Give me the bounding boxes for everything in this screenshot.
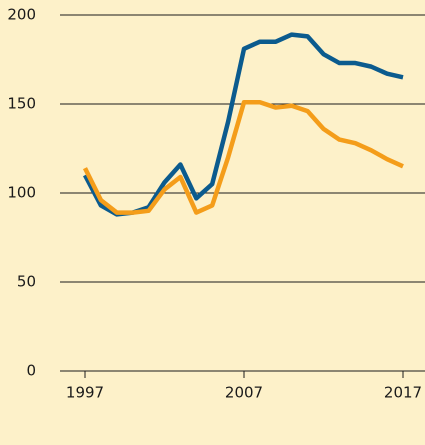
x-tick-label: 2007	[225, 384, 263, 402]
y-tick-label: 100	[7, 184, 36, 202]
data-line	[82, 99, 404, 215]
x-tick-label: 1997	[66, 384, 104, 402]
y-tick-label: 50	[17, 273, 36, 291]
data-line	[83, 32, 404, 217]
y-tick-label: 200	[7, 6, 36, 24]
y-tick-label: 0	[26, 362, 36, 380]
x-tick-label: 2017	[384, 384, 422, 402]
y-tick-label: 150	[7, 95, 36, 113]
